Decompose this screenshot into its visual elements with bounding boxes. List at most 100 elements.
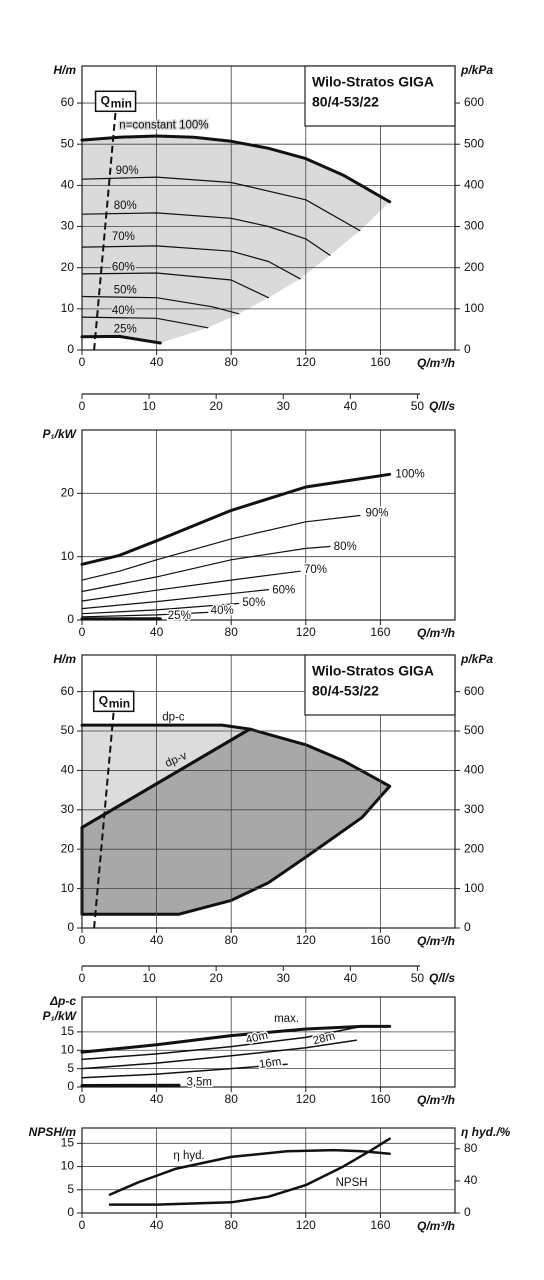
x-tick-label: 160 [370, 355, 390, 369]
y2-tick-label: 300 [464, 802, 484, 816]
x2-tick-label: 40 [344, 971, 358, 985]
qmin-box [92, 690, 135, 713]
x2-tick-label: 50 [411, 971, 425, 985]
y-tick-label: 20 [61, 260, 75, 274]
x-tick-label: 40 [150, 1092, 164, 1106]
y-tick-label: 10 [61, 1042, 75, 1056]
x-tick-label: 0 [79, 1092, 86, 1106]
x2-tick-label: 10 [142, 399, 156, 413]
y2-tick-label: 500 [464, 136, 484, 150]
y2-tick-label: 400 [464, 763, 484, 777]
curve-label: 100% [395, 468, 424, 480]
x-tick-label: 160 [370, 625, 390, 639]
y-tick-label: 30 [61, 219, 75, 233]
x-tick-label: 40 [150, 625, 164, 639]
x-tick-label: 120 [296, 1092, 316, 1106]
y-tick-label: 10 [61, 549, 75, 563]
x-tick-label: 0 [79, 625, 86, 639]
curve-label: 25% [114, 323, 137, 335]
curve-label: 50% [242, 597, 265, 609]
y-tick-label: 15 [61, 1135, 75, 1149]
x-tick-label: 40 [150, 1218, 164, 1232]
y2-tick-label: 0 [464, 342, 471, 356]
y-tick-label: 50 [61, 136, 75, 150]
curve [81, 212, 331, 256]
x-tick-label: 80 [225, 1218, 239, 1232]
curve [80, 1024, 392, 1054]
y-tick-label: 60 [61, 95, 75, 109]
x-tick-label: 80 [225, 625, 239, 639]
x-tick-label: 80 [225, 355, 239, 369]
y2-tick-label: 100 [464, 881, 484, 895]
curve [81, 545, 331, 593]
subtitle: 80/4-53/22 [312, 94, 379, 110]
curve-label: 25% [168, 610, 191, 622]
x2-tick-label: 50 [411, 399, 425, 413]
plot-frame [81, 1127, 456, 1214]
curve-label: 90% [116, 165, 139, 177]
x-tick-label: 40 [150, 355, 164, 369]
plot-frame [81, 429, 456, 621]
y2-tick-label: 200 [464, 260, 484, 274]
y2-tick-label: 80 [464, 1141, 478, 1155]
x2-axis-label: Q/l/s [429, 971, 455, 985]
curve [80, 134, 392, 204]
title-box [304, 65, 456, 127]
y2-tick-label: 300 [464, 219, 484, 233]
curve-label: 50% [114, 284, 137, 296]
x-tick-label: 120 [296, 933, 316, 947]
curve [108, 1137, 391, 1206]
y-tick-label: 10 [61, 301, 75, 315]
x-axis-label: Q/m³/h [417, 1219, 455, 1233]
y2-axis-label: p/kPa [460, 63, 493, 77]
curve [80, 723, 252, 731]
curve [81, 588, 270, 610]
y2-tick-label: 0 [464, 1205, 471, 1219]
x2-axis-label: Q/l/s [429, 399, 455, 413]
x-tick-label: 160 [370, 1218, 390, 1232]
curve-label: 40% [211, 605, 234, 617]
qmin-label: Q [99, 694, 108, 708]
y-tick-label: 60 [61, 684, 75, 698]
y2-tick-label: 0 [464, 920, 471, 934]
curve [81, 1026, 359, 1061]
x-tick-label: 80 [225, 933, 239, 947]
curve [81, 611, 209, 618]
y-axis-label: NPSH/m [29, 1125, 77, 1139]
x-tick-label: 160 [370, 1092, 390, 1106]
curve-label: NPSH [336, 1177, 368, 1189]
plot-frame [81, 996, 456, 1088]
y2-tick-label: 600 [464, 95, 484, 109]
x2-tick-label: 40 [344, 399, 358, 413]
x-axis-label: Q/m³/h [417, 934, 455, 948]
y-tick-label: 50 [61, 723, 75, 737]
x-tick-label: 0 [79, 355, 86, 369]
y-axis-label: P₁/kW [42, 1009, 77, 1023]
plot-frame [81, 654, 456, 929]
y-tick-label: 0 [67, 612, 74, 626]
curve [81, 316, 209, 329]
x-tick-label: 120 [296, 355, 316, 369]
x2-tick-label: 20 [209, 971, 223, 985]
y2-tick-label: 100 [464, 301, 484, 315]
x2-tick-label: 30 [277, 399, 291, 413]
y-axis-label: H/m [53, 652, 76, 666]
curve-label: dp-c [162, 711, 185, 723]
operating-region [80, 727, 392, 916]
x-tick-label: 160 [370, 933, 390, 947]
operating-region [82, 136, 390, 343]
curve-label: 90% [365, 508, 388, 520]
y2-axis-label: p/kPa [460, 652, 493, 666]
curve [81, 1063, 288, 1079]
curve-label: 60% [272, 584, 295, 596]
y-tick-label: 15 [61, 1024, 75, 1038]
x2-tick-label: 10 [142, 971, 156, 985]
x2-tick-label: 0 [79, 971, 86, 985]
curve [108, 1148, 391, 1196]
x-tick-label: 120 [296, 625, 316, 639]
y-tick-label: 0 [67, 1205, 74, 1219]
y-axis-label: P₁/kW [42, 427, 77, 441]
x-tick-label: 80 [225, 1092, 239, 1106]
curve-label: 3,5m [186, 1076, 212, 1088]
